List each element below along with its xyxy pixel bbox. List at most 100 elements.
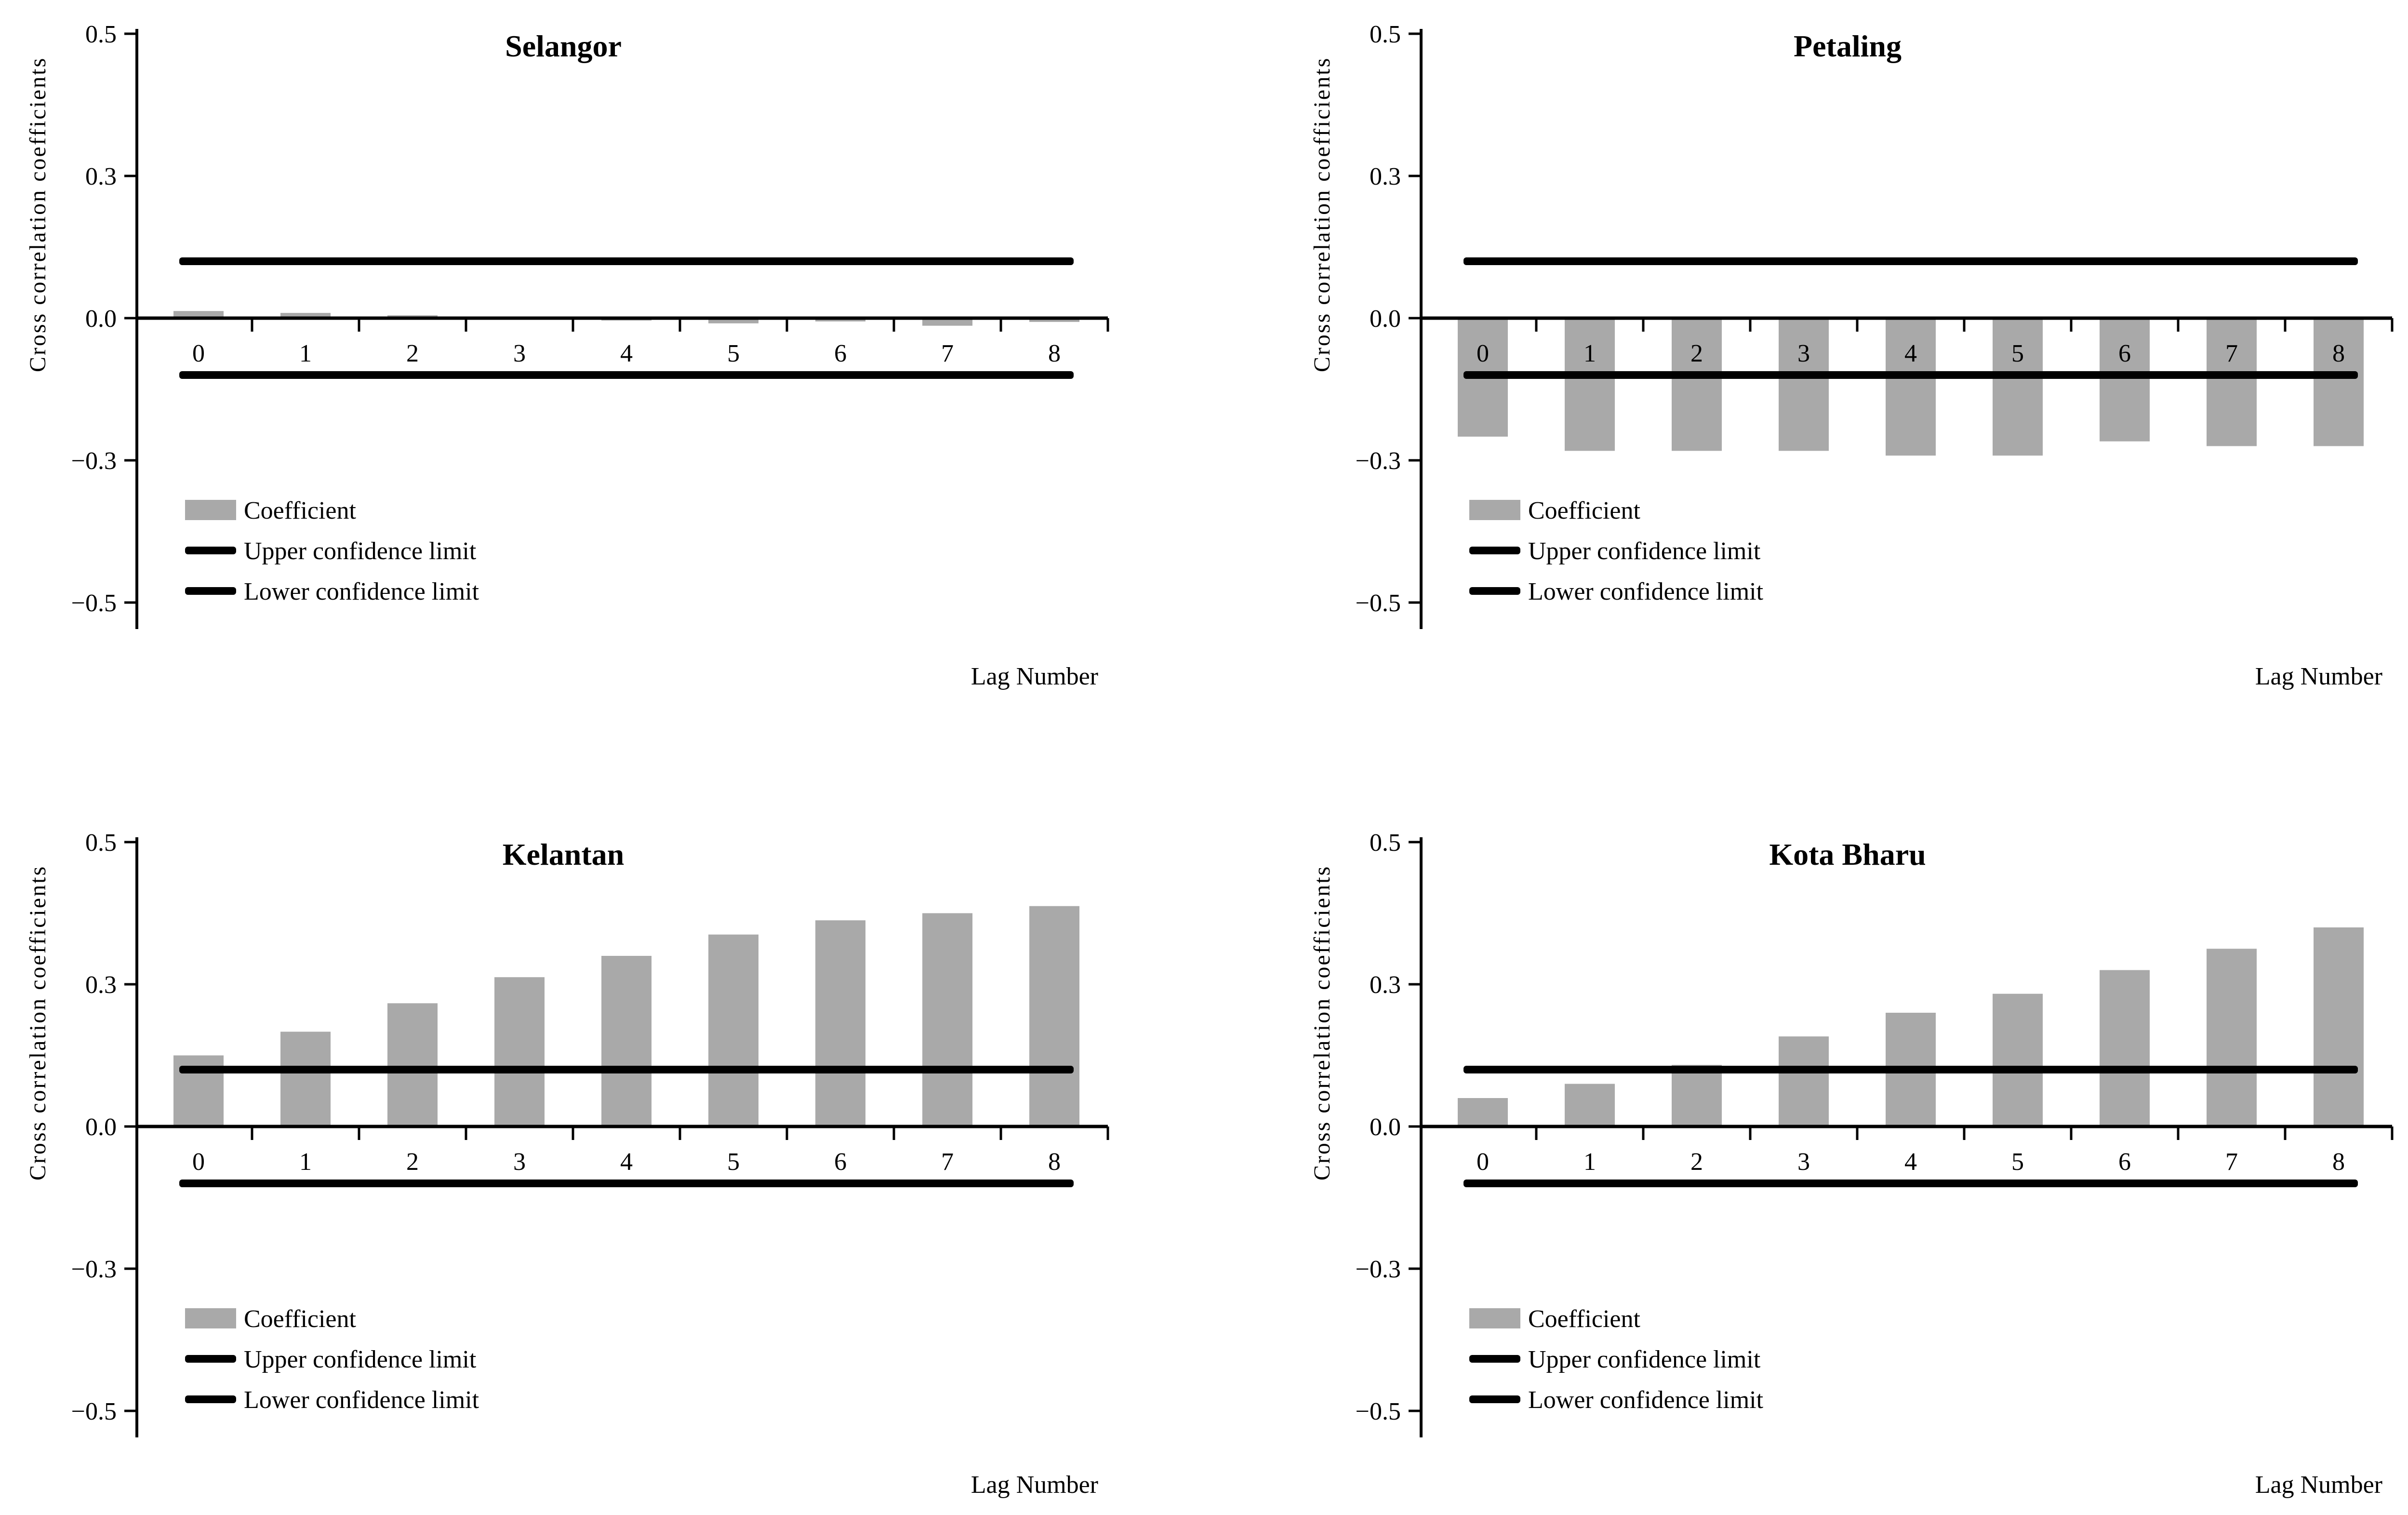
x-axis-tick xyxy=(1106,1126,1109,1140)
x-axis-tick xyxy=(1963,1126,1966,1140)
x-axis-tick xyxy=(572,1126,574,1140)
bar-lag3 xyxy=(1779,1036,1829,1126)
upper-confidence-line xyxy=(1463,257,2358,265)
y-tick-label: 0.3 xyxy=(85,971,117,999)
legend-label: Coefficient xyxy=(244,497,357,524)
bar-lag2 xyxy=(1672,318,1722,451)
x-axis-tick xyxy=(358,1126,360,1140)
x-tick-label: 0 xyxy=(1477,340,1489,367)
bar-lag8 xyxy=(2314,927,2364,1126)
y-axis-label: Cross correlation coefficients xyxy=(25,57,51,372)
chart-title: Kota Bharu xyxy=(1769,837,1926,871)
x-tick-label: 5 xyxy=(2011,1148,2024,1176)
x-axis-tick xyxy=(1749,318,1752,332)
y-tick-label: −0.3 xyxy=(1356,1256,1401,1283)
x-axis-tick xyxy=(1642,1126,1645,1140)
y-axis-tick xyxy=(124,174,137,177)
y-tick-label: 0.0 xyxy=(1370,1113,1401,1141)
bar-lag6 xyxy=(2100,970,2150,1126)
y-tick-label: −0.5 xyxy=(1356,1398,1401,1425)
x-tick-label: 8 xyxy=(2332,1148,2345,1176)
x-tick-label: 2 xyxy=(1690,340,1703,367)
chart-title: Kelantan xyxy=(503,837,624,871)
legend-item-coefficient: Coefficient xyxy=(185,1305,357,1333)
y-axis-label: Cross correlation coefficients xyxy=(1309,865,1335,1180)
lower-confidence-line xyxy=(179,1180,1074,1187)
y-tick-label: 0.5 xyxy=(85,21,117,48)
x-tick-label: 6 xyxy=(834,1148,847,1176)
zero-line xyxy=(137,316,1108,320)
zero-line xyxy=(137,1125,1108,1128)
legend-item-lower-confidence: Lower confidence limit xyxy=(185,578,479,605)
x-tick-label: 5 xyxy=(727,1148,740,1176)
y-axis-tick xyxy=(1409,983,1421,986)
x-axis-tick xyxy=(2391,318,2394,332)
legend-label: Lower confidence limit xyxy=(244,578,479,605)
chart-svg-petaling: 0.5 0.3 0.0 −0.3 −0.5 0 1 2 3 4 5 6 7 8 Petaling Cross … xyxy=(1309,21,2394,690)
y-axis-tick xyxy=(1409,1409,1421,1412)
legend-label: Lower confidence limit xyxy=(1528,1386,1764,1414)
x-tick-label: 4 xyxy=(1904,1148,1917,1176)
x-axis-tick xyxy=(465,318,467,332)
x-tick-label: 7 xyxy=(941,340,954,367)
x-tick-label: 7 xyxy=(2225,340,2238,367)
bar-lag2 xyxy=(1672,1065,1722,1126)
lower-confidence-line-icon xyxy=(1469,1395,1520,1403)
bar-lag5 xyxy=(708,318,758,323)
x-tick-label: 4 xyxy=(1904,340,1917,367)
y-axis-label: Cross correlation coefficients xyxy=(1309,57,1335,372)
x-tick-label: 6 xyxy=(2118,1148,2131,1176)
x-axis-tick xyxy=(1749,1126,1752,1140)
x-tick-label: 8 xyxy=(1048,340,1061,367)
legend-item-upper-confidence: Upper confidence limit xyxy=(185,537,477,565)
x-axis-tick xyxy=(892,318,895,332)
legend-label: Upper confidence limit xyxy=(1528,1346,1761,1373)
chart-panel-kelantan: 0.5 0.3 0.0 −0.3 −0.5 0 1 2 3 4 5 6 7 8 Kelantan Cross … xyxy=(0,757,1204,1515)
bar-lag2 xyxy=(387,1003,438,1126)
x-tick-label: 2 xyxy=(406,1148,419,1176)
legend-label: Lower confidence limit xyxy=(1528,578,1764,605)
y-tick-label: 0.0 xyxy=(85,1113,117,1141)
x-axis-label: Lag Number xyxy=(2255,663,2382,690)
bar-lag1 xyxy=(1565,318,1615,451)
chart-panel-kota-bharu: 0.5 0.3 0.0 −0.3 −0.5 0 1 2 3 4 5 6 7 8 Kota Bharu Cros… xyxy=(1204,757,2408,1515)
x-axis-tick xyxy=(1106,318,1109,332)
x-tick-label: 8 xyxy=(1048,1148,1061,1176)
legend-label: Lower confidence limit xyxy=(244,1386,479,1414)
x-axis-tick xyxy=(251,318,253,332)
y-tick-label: −0.5 xyxy=(71,590,117,617)
chart-svg-selangor: 0.5 0.3 0.0 −0.3 −0.5 0 1 2 3 4 5 6 7 8 Selangor Cross … xyxy=(25,21,1109,690)
x-axis-tick xyxy=(2070,1126,2073,1140)
bar-lag6 xyxy=(2100,318,2150,442)
x-axis-label: Lag Number xyxy=(971,1471,1098,1499)
legend-label: Coefficient xyxy=(244,1305,357,1333)
chart-title: Selangor xyxy=(505,29,622,63)
legend-item-coefficient: Coefficient xyxy=(1469,1305,1641,1333)
lower-confidence-line xyxy=(1463,1180,2358,1187)
upper-confidence-line-icon xyxy=(1469,547,1520,554)
x-tick-label: 5 xyxy=(2011,340,2024,367)
x-axis-tick xyxy=(2070,318,2073,332)
x-axis-label: Lag Number xyxy=(971,663,1098,690)
legend-item-coefficient: Coefficient xyxy=(1469,497,1641,524)
x-axis-tick xyxy=(2391,1126,2394,1140)
chart-title: Petaling xyxy=(1794,29,1902,63)
x-tick-label: 1 xyxy=(299,340,312,367)
upper-confidence-line-icon xyxy=(185,1355,236,1363)
y-axis-tick xyxy=(1409,601,1421,604)
bar-lag7 xyxy=(922,913,972,1126)
coefficient-swatch-icon xyxy=(1469,1308,1520,1328)
y-axis-tick xyxy=(124,841,137,844)
x-tick-label: 2 xyxy=(406,340,419,367)
y-axis-tick xyxy=(1409,1267,1421,1270)
lower-confidence-line-icon xyxy=(185,587,236,595)
x-tick-label: 4 xyxy=(620,1148,633,1176)
y-axis-tick xyxy=(124,459,137,462)
y-tick-label: 0.3 xyxy=(85,163,117,190)
legend-item-lower-confidence: Lower confidence limit xyxy=(185,1386,479,1414)
y-axis-tick xyxy=(1409,459,1421,462)
coefficient-swatch-icon xyxy=(185,1308,236,1328)
y-axis-line xyxy=(1420,837,1423,1437)
upper-confidence-line-icon xyxy=(185,547,236,554)
